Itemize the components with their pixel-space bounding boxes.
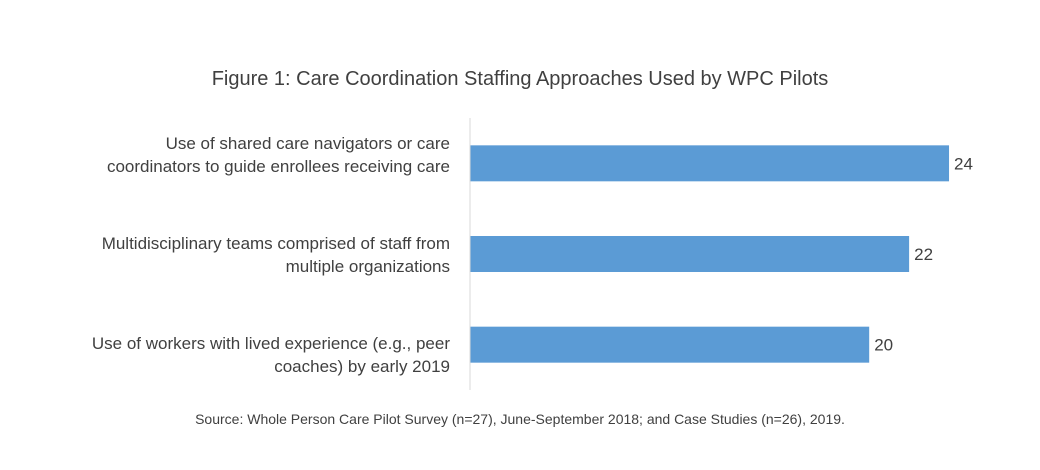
data-label-1: 22 [914,245,933,264]
category-label-2: Use of workers with lived experience (e.… [91,334,450,376]
category-label-1: Multidisciplinary teams comprised of sta… [101,234,450,276]
bar-0 [470,145,950,182]
chart-source: Source: Whole Person Care Pilot Survey (… [195,411,845,427]
chart-title: Figure 1: Care Coordination Staffing App… [211,68,829,90]
bar-2 [470,326,870,363]
category-label-0: Use of shared care navigators or care co… [106,134,450,176]
data-label-2: 20 [874,336,893,355]
bar-1 [470,236,910,272]
data-label-0: 24 [954,154,973,173]
